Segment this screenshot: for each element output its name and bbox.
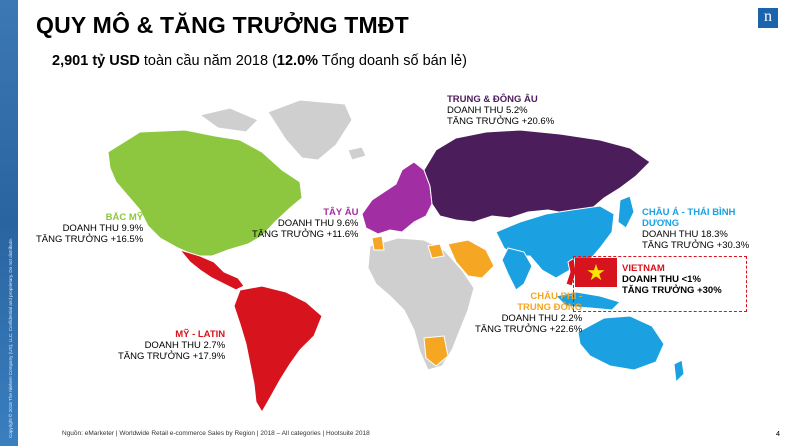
western-europe-name: TÂY ÂU [323,207,359,218]
nielsen-logo: n [758,8,778,28]
apac-name-2: DƯƠNG [642,218,680,229]
vietnam-revenue: DOANH THU <1% [622,274,701,285]
subtitle-amount: 2,901 tỷ USD [52,53,140,69]
vietnam-callout-box [573,256,747,312]
apac-growth: TĂNG TRƯỞNG +30.3% [642,240,750,251]
label-western-europe: TÂY ÂU DOANH THU 9.6% TĂNG TRƯỞNG +11.6% [252,207,358,240]
label-central-eastern-europe: TRUNG & ĐÔNG ÂU DOANH THU 5.2% TĂNG TRƯỞ… [447,94,554,127]
page-title: QUY MÔ & TĂNG TRƯỞNG TMĐT [36,12,409,38]
side-strip: Copyright © 2018 The Nielsen Company (US… [0,0,18,446]
cee-revenue: DOANH THU 5.2% [447,105,528,116]
north-america-name: BẮC MỸ [105,212,144,223]
indonesia-shape [554,291,621,311]
ame-name-1: CHÂU PHI - [530,291,583,302]
label-asia-pacific: CHÂU Á - THÁI BÌNH DƯƠNG DOANH THU 18.3%… [642,207,749,251]
page-subtitle: 2,901 tỷ USD toàn cầu năm 2018 (12.0% Tổ… [52,53,467,69]
ame-growth: TĂNG TRƯỞNG +22.6% [475,324,583,335]
south-america-shape [233,285,323,413]
north-america-shape [107,129,303,257]
label-africa-middle-east: CHÂU PHI - TRUNG ĐÔNG DOANH THU 2.2% TĂN… [475,291,582,335]
eastern-europe-russia-shape [423,129,651,223]
cee-growth: TĂNG TRƯỞNG +20.6% [447,116,555,127]
page-number: 4 [775,429,780,438]
apac-revenue: DOANH THU 18.3% [642,229,728,240]
greenland-shape [267,99,353,161]
label-north-america: BẮC MỸ DOANH THU 9.9% TĂNG TRƯỞNG +16.5% [36,212,143,245]
vietnam-growth: TĂNG TRƯỞNG +30% [622,285,722,296]
north-africa-orange-shape [427,243,445,259]
western-europe-revenue: DOANH THU 9.6% [277,218,359,229]
ame-name-2: TRUNG ĐÔNG [517,302,583,313]
new-zealand-shape [673,359,685,384]
north-america-revenue: DOANH THU 9.9% [62,223,144,234]
source-note: Nguồn: eMarketer | Worldwide Retail e-co… [62,430,370,437]
japan-shape [617,195,635,229]
label-vietnam: VIETNAM DOANH THU <1% TĂNG TRƯỞNG +30% [622,263,722,296]
egypt-shape [371,235,385,251]
western-europe-shape [361,161,433,235]
latin-america-name: MỸ - LATIN [175,329,226,340]
vietnam-name: VIETNAM [622,263,665,274]
western-europe-growth: TĂNG TRƯỞNG +11.6% [252,229,359,240]
label-latin-america: MỸ - LATIN DOANH THU 2.7% TĂNG TRƯỞNG +1… [118,329,225,362]
ame-revenue: DOANH THU 2.2% [501,313,583,324]
india-shape [501,247,533,291]
apac-name-1: CHÂU Á - THÁI BÌNH [642,207,736,218]
arctic-islands-shape [198,107,259,133]
subtitle-share: 12.0% [276,53,319,69]
arabia-shape [447,239,495,279]
iceland-shape [347,146,367,161]
subtitle-text-2: Tổng doanh số bán lẻ) [318,53,467,69]
subtitle-text-1: toàn cầu năm 2018 ( [139,53,277,69]
south-africa-shape [423,335,449,367]
latin-america-revenue: DOANH THU 2.7% [144,340,226,351]
mexico-shape [178,249,245,291]
latin-america-growth: TĂNG TRƯỞNG +17.9% [118,351,226,362]
vietnam-flag-icon: ★ [575,258,617,287]
cee-name: TRUNG & ĐÔNG ÂU [447,94,538,105]
north-america-growth: TĂNG TRƯỞNG +16.5% [36,234,144,245]
australia-shape [577,315,665,371]
